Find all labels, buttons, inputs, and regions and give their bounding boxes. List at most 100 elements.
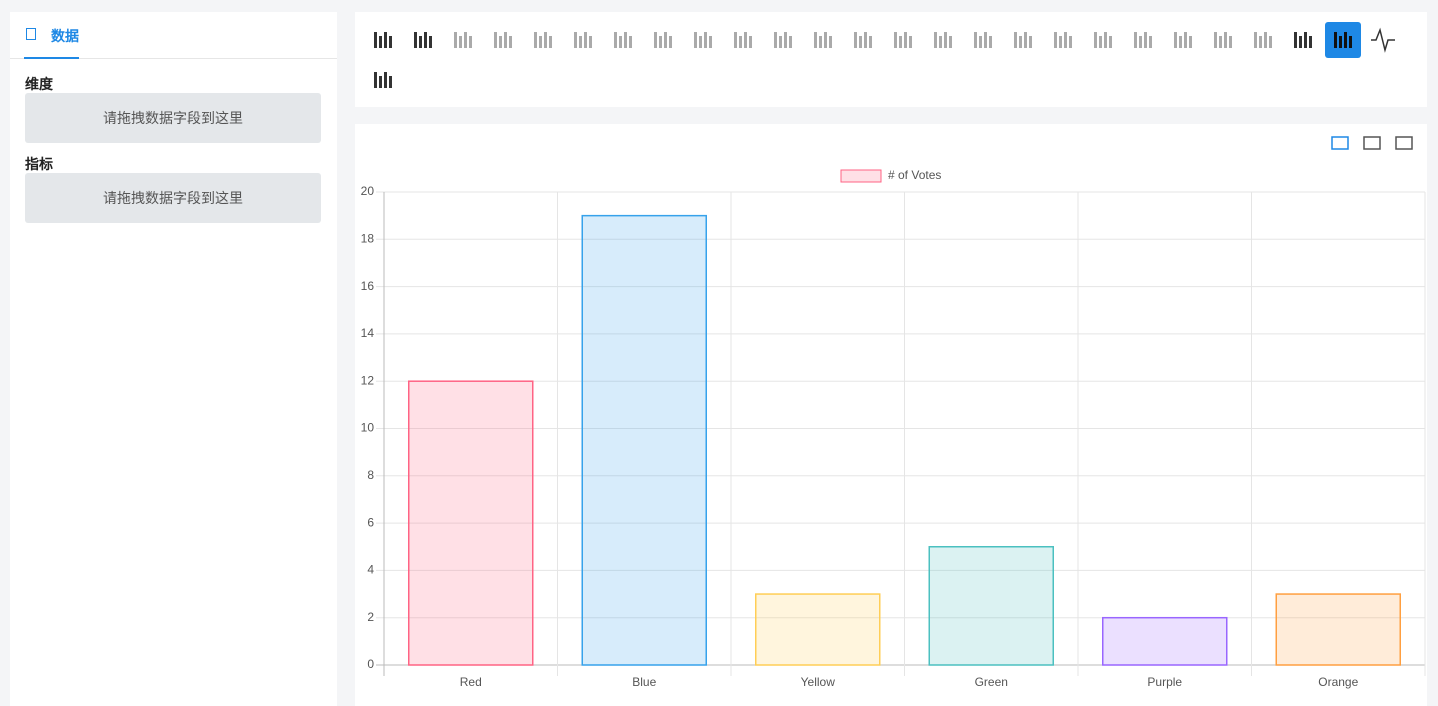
chart-type-icon[interactable]: [1109, 36, 1112, 48]
chart-type-icon[interactable]: [614, 32, 617, 48]
chart-type-icon[interactable]: [1349, 36, 1352, 48]
chart-type-icon[interactable]: [549, 36, 552, 48]
chart-type-icon[interactable]: [1184, 32, 1187, 48]
chart-type-icon[interactable]: [624, 32, 627, 48]
chart-type-icon[interactable]: [1269, 36, 1272, 48]
chart-type-icon[interactable]: [1214, 32, 1217, 48]
data-tab[interactable]: 数据: [24, 24, 79, 59]
chart-type-icon[interactable]: [574, 32, 577, 48]
chart-type-icon[interactable]: [384, 72, 387, 88]
chart-type-icon[interactable]: [1339, 36, 1342, 48]
chart-type-icon[interactable]: [869, 36, 872, 48]
chart-type-icon[interactable]: [509, 36, 512, 48]
chart-type-icon[interactable]: [939, 36, 942, 48]
chart-type-icon[interactable]: [1149, 36, 1152, 48]
chart-type-icon[interactable]: [1299, 36, 1302, 48]
chart-type-icon[interactable]: [1054, 32, 1057, 48]
chart-type-icon[interactable]: [1094, 32, 1097, 48]
chart-type-icon[interactable]: [1304, 32, 1307, 48]
chart-type-icon[interactable]: [1014, 32, 1017, 48]
chart-type-icon[interactable]: [424, 32, 427, 48]
chart-type-icon[interactable]: [1259, 36, 1262, 48]
chart-type-icon[interactable]: [819, 36, 822, 48]
chart-type-icon[interactable]: [504, 32, 507, 48]
chart-type-icon[interactable]: [949, 36, 952, 48]
selected-icon-bg[interactable]: [1325, 22, 1361, 58]
chart-type-icon[interactable]: [864, 32, 867, 48]
chart-type-icon[interactable]: [859, 36, 862, 48]
chart-type-icon[interactable]: [1179, 36, 1182, 48]
chart-type-icon[interactable]: [539, 36, 542, 48]
chart-type-icon[interactable]: [1371, 27, 1395, 53]
drop-zone[interactable]: 请拖拽数据字段到这里: [25, 93, 321, 143]
chart-type-icon[interactable]: [379, 36, 382, 48]
chart-type-icon[interactable]: [1229, 36, 1232, 48]
chart-type-icon[interactable]: [1099, 36, 1102, 48]
chart-type-icon[interactable]: [1069, 36, 1072, 48]
chart-type-icon[interactable]: [589, 36, 592, 48]
chart-type-icon[interactable]: [1219, 36, 1222, 48]
chart-type-icon[interactable]: [1059, 36, 1062, 48]
chart-type-icon[interactable]: [1344, 32, 1347, 48]
chart-type-icon[interactable]: [384, 32, 387, 48]
chart-type-icon[interactable]: [904, 32, 907, 48]
chart-type-icon[interactable]: [1254, 32, 1257, 48]
chart-type-icon[interactable]: [664, 32, 667, 48]
chart-type-icon[interactable]: [1029, 36, 1032, 48]
chart-type-icon[interactable]: [909, 36, 912, 48]
chart-type-icon[interactable]: [894, 32, 897, 48]
chart-type-icon[interactable]: [379, 76, 382, 88]
chart-type-icon[interactable]: [824, 32, 827, 48]
chart-type-icon[interactable]: [1064, 32, 1067, 48]
chart-type-icon[interactable]: [374, 72, 377, 88]
chart-type-icon[interactable]: [469, 36, 472, 48]
chart-type-icon[interactable]: [1334, 32, 1337, 48]
chart-type-icon[interactable]: [1144, 32, 1147, 48]
view-icon[interactable]: [1395, 136, 1413, 150]
chart-type-icon[interactable]: [619, 36, 622, 48]
chart-type-icon[interactable]: [699, 36, 702, 48]
chart-type-icon[interactable]: [1104, 32, 1107, 48]
chart-type-icon[interactable]: [739, 36, 742, 48]
chart-type-icon[interactable]: [1224, 32, 1227, 48]
chart-type-icon[interactable]: [944, 32, 947, 48]
chart-type-icon[interactable]: [774, 32, 777, 48]
chart-type-icon[interactable]: [899, 36, 902, 48]
chart-type-icon[interactable]: [414, 32, 417, 48]
chart-type-icon[interactable]: [854, 32, 857, 48]
chart-type-icon[interactable]: [464, 32, 467, 48]
chart-type-icon[interactable]: [989, 36, 992, 48]
chart-type-icon[interactable]: [499, 36, 502, 48]
chart-type-icon[interactable]: [389, 76, 392, 88]
chart-type-icon[interactable]: [534, 32, 537, 48]
chart-type-icon[interactable]: [734, 32, 737, 48]
chart-type-icon[interactable]: [784, 32, 787, 48]
view-icon[interactable]: [1363, 136, 1381, 150]
chart-type-icon[interactable]: [979, 36, 982, 48]
chart-type-icon[interactable]: [1309, 36, 1312, 48]
chart-type-icon[interactable]: [779, 36, 782, 48]
chart-type-icon[interactable]: [1024, 32, 1027, 48]
chart-type-icon[interactable]: [454, 32, 457, 48]
chart-type-icon[interactable]: [1264, 32, 1267, 48]
chart-type-icon[interactable]: [459, 36, 462, 48]
chart-type-icon[interactable]: [974, 32, 977, 48]
chart-type-icon[interactable]: [814, 32, 817, 48]
chart-type-icon[interactable]: [1019, 36, 1022, 48]
chart-type-icon[interactable]: [1189, 36, 1192, 48]
chart-type-icon[interactable]: [659, 36, 662, 48]
chart-type-icon[interactable]: [704, 32, 707, 48]
chart-type-icon[interactable]: [1134, 32, 1137, 48]
chart-type-icon[interactable]: [1294, 32, 1297, 48]
chart-type-icon[interactable]: [494, 32, 497, 48]
chart-type-icon[interactable]: [934, 32, 937, 48]
drop-zone[interactable]: 请拖拽数据字段到这里: [25, 173, 321, 223]
view-icon[interactable]: [1331, 136, 1349, 150]
chart-type-icon[interactable]: [579, 36, 582, 48]
chart-type-icon[interactable]: [829, 36, 832, 48]
chart-type-icon[interactable]: [654, 32, 657, 48]
chart-type-icon[interactable]: [389, 36, 392, 48]
chart-type-icon[interactable]: [669, 36, 672, 48]
chart-type-icon[interactable]: [1174, 32, 1177, 48]
chart-type-icon[interactable]: [984, 32, 987, 48]
